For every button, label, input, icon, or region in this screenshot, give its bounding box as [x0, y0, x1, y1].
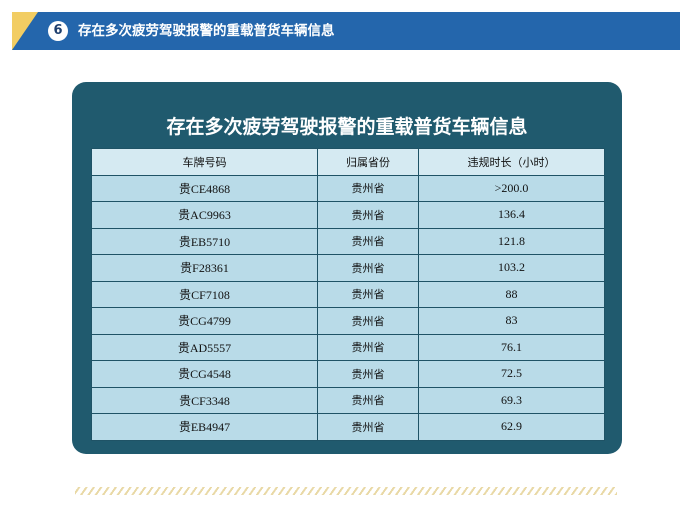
plate-cell: 贵EB5710	[91, 227, 318, 255]
table-row: 贵F28361 贵州省 103.2	[91, 254, 605, 282]
plate-cell: 贵AD5557	[91, 333, 318, 361]
table-row: 贵CG4799 贵州省 83	[91, 307, 605, 335]
province-cell: 贵州省	[317, 386, 419, 414]
plate-cell: 贵CE4868	[91, 174, 318, 202]
vehicle-table: 车牌号码 归属省份 违规时长（小时） 贵CE4868 贵州省 >200.0 贵A…	[91, 148, 605, 441]
column-header-hours: 违规时长（小时）	[418, 148, 605, 176]
hours-cell: 69.3	[418, 386, 605, 414]
hours-cell: 136.4	[418, 201, 605, 229]
hours-cell: 72.5	[418, 360, 605, 388]
column-header-province: 归属省份	[317, 148, 419, 176]
table-row: 贵CG4548 贵州省 72.5	[91, 360, 605, 388]
province-cell: 贵州省	[317, 333, 419, 361]
plate-cell: 贵F28361	[91, 254, 318, 282]
province-cell: 贵州省	[317, 307, 419, 335]
table-row: 贵EB4947 贵州省 62.9	[91, 413, 605, 441]
table-row: 贵CE4868 贵州省 >200.0	[91, 174, 605, 202]
table-row: 贵EB5710 贵州省 121.8	[91, 227, 605, 255]
hours-cell: 76.1	[418, 333, 605, 361]
province-cell: 贵州省	[317, 227, 419, 255]
province-cell: 贵州省	[317, 280, 419, 308]
plate-cell: 贵EB4947	[91, 413, 318, 441]
hours-cell: 121.8	[418, 227, 605, 255]
table-row: 贵AD5557 贵州省 76.1	[91, 333, 605, 361]
plate-cell: 贵CG4799	[91, 307, 318, 335]
province-cell: 贵州省	[317, 413, 419, 441]
table-header-row: 车牌号码 归属省份 违规时长（小时）	[91, 148, 605, 176]
hours-cell: 83	[418, 307, 605, 335]
section-number-badge: 6	[48, 21, 68, 41]
province-cell: 贵州省	[317, 360, 419, 388]
card-title: 存在多次疲劳驾驶报警的重载普货车辆信息	[166, 116, 528, 138]
banner-accent-corner	[12, 12, 38, 50]
plate-cell: 贵AC9963	[91, 201, 318, 229]
table-row: 贵CF3348 贵州省 69.3	[91, 386, 605, 414]
plate-cell: 贵CF7108	[91, 280, 318, 308]
section-title: 存在多次疲劳驾驶报警的重载普货车辆信息	[78, 23, 335, 39]
province-cell: 贵州省	[317, 254, 419, 282]
section-header-banner: 6 存在多次疲劳驾驶报警的重载普货车辆信息	[12, 12, 680, 50]
hours-cell: 103.2	[418, 254, 605, 282]
hours-cell: 62.9	[418, 413, 605, 441]
table-row: 贵CF7108 贵州省 88	[91, 280, 605, 308]
plate-cell: 贵CF3348	[91, 386, 318, 414]
plate-cell: 贵CG4548	[91, 360, 318, 388]
info-card: 存在多次疲劳驾驶报警的重载普货车辆信息 车牌号码 归属省份 违规时长（小时） 贵…	[72, 82, 622, 454]
province-cell: 贵州省	[317, 201, 419, 229]
hatched-divider	[75, 487, 617, 495]
province-cell: 贵州省	[317, 174, 419, 202]
hours-cell: >200.0	[418, 174, 605, 202]
table-row: 贵AC9963 贵州省 136.4	[91, 201, 605, 229]
column-header-plate: 车牌号码	[91, 148, 318, 176]
hours-cell: 88	[418, 280, 605, 308]
